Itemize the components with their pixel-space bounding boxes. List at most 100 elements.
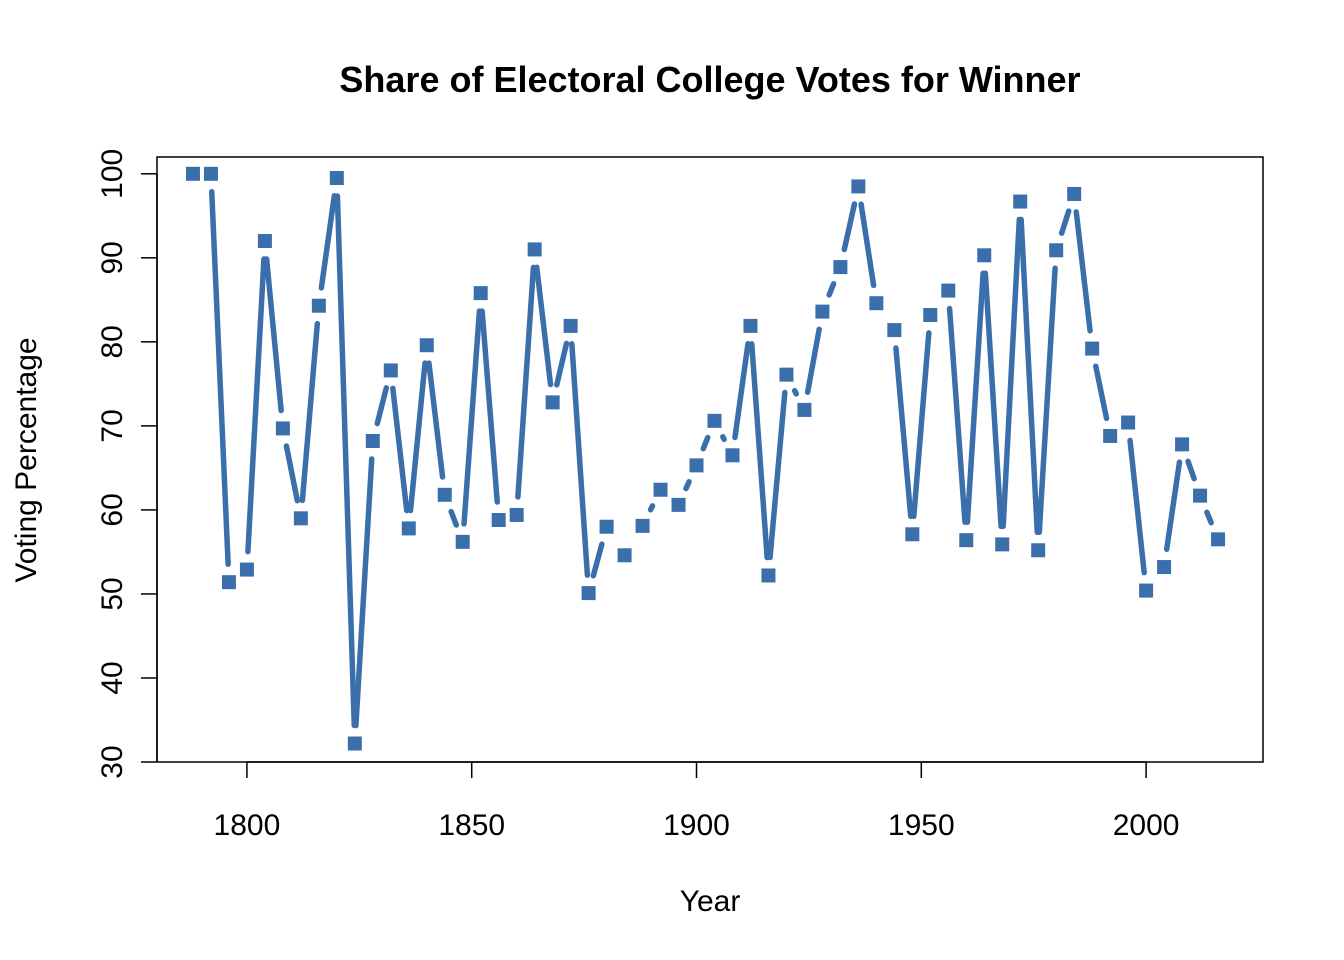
data-point <box>851 179 866 194</box>
data-point <box>671 497 686 512</box>
data-point <box>347 736 362 751</box>
series-line-segment <box>1185 458 1197 482</box>
data-point <box>635 518 650 533</box>
series-line-segment <box>700 434 711 452</box>
series-line-segment <box>964 270 986 525</box>
data-point <box>419 338 434 353</box>
y-tick-label: 70 <box>96 409 129 442</box>
series-line-segment <box>407 360 428 514</box>
series-line-segment <box>841 201 858 253</box>
chart-title: Share of Electoral College Votes for Win… <box>339 59 1080 100</box>
y-axis-label: Voting Percentage <box>10 337 43 582</box>
x-tick-label: 1800 <box>214 809 281 842</box>
series-line-segment <box>515 264 537 500</box>
data-point <box>221 575 236 590</box>
data-point <box>797 402 812 417</box>
y-tick-label: 80 <box>96 325 129 358</box>
series-line-segment <box>1058 208 1072 236</box>
series-line-segment <box>208 189 231 567</box>
x-tick-label: 1900 <box>663 809 730 842</box>
series-line-segment <box>732 340 751 441</box>
data-point <box>365 434 380 449</box>
series-line-segment <box>534 264 554 388</box>
data-point <box>779 367 794 382</box>
series-line-segment <box>590 541 605 579</box>
series-line-segment <box>946 305 968 525</box>
series-line-segment <box>318 193 338 291</box>
data-point <box>1013 194 1028 209</box>
data-point <box>509 507 524 522</box>
y-tick-label: 40 <box>96 661 129 694</box>
series-line-segment <box>749 341 770 561</box>
data-point <box>869 296 884 311</box>
y-tick-label: 60 <box>96 493 129 526</box>
series-line-segment <box>826 281 837 298</box>
y-tick-label: 30 <box>96 745 129 778</box>
series-line-segment <box>1163 459 1183 552</box>
series-line-segment <box>353 456 375 729</box>
data-point <box>905 527 920 542</box>
series-line-segment <box>569 341 591 578</box>
series-line-segment <box>858 201 877 289</box>
data-point <box>1103 428 1118 443</box>
series-line-segment <box>791 387 799 397</box>
data-point <box>887 323 902 338</box>
data-point <box>599 519 614 534</box>
data-point <box>689 458 704 473</box>
series-line-segment <box>448 508 460 528</box>
series-line-segment <box>263 256 284 414</box>
data-point <box>923 307 938 322</box>
series-line-segment <box>1018 216 1041 536</box>
plot-area-border <box>156 156 1264 763</box>
data-point <box>437 487 452 502</box>
data-point <box>725 448 740 463</box>
data-point <box>1157 560 1172 575</box>
data-point <box>1067 186 1082 201</box>
data-point <box>1139 583 1154 598</box>
y-axis: 30 40 50 60 70 80 90 100 <box>96 149 158 779</box>
series-line-segment <box>1093 363 1110 422</box>
series-line-segment <box>1204 509 1214 526</box>
series-line-segment <box>767 389 788 561</box>
series-line-segment <box>1127 437 1147 576</box>
data-point <box>959 533 974 548</box>
series-line-segment <box>299 320 321 504</box>
data-point <box>455 534 470 549</box>
data-point <box>185 166 200 181</box>
data-point <box>707 413 722 428</box>
data-point <box>977 248 992 263</box>
series-line-segment <box>245 256 267 555</box>
data-point <box>257 234 272 249</box>
series-line-segment <box>647 503 656 513</box>
x-tick-label: 2000 <box>1113 809 1180 842</box>
series-line-segment <box>374 385 390 427</box>
data-point <box>1193 488 1208 503</box>
data-point <box>761 568 776 583</box>
y-tick-label: 50 <box>96 577 129 610</box>
series-line-segment <box>804 326 822 395</box>
y-tick-label: 100 <box>96 149 129 199</box>
series-line-segment <box>334 193 357 729</box>
data-point <box>1049 243 1064 258</box>
data-point <box>545 395 560 410</box>
data-point <box>563 318 578 333</box>
series-line-segment <box>720 434 727 443</box>
x-tick-label: 1850 <box>438 809 505 842</box>
series-line-segment <box>1036 265 1058 536</box>
data-point <box>1175 437 1190 452</box>
data-point <box>1085 341 1100 356</box>
x-axis: 1800 1850 1900 1950 2000 <box>214 761 1180 842</box>
series-line-segment <box>554 340 570 388</box>
series-line-segment <box>479 308 501 505</box>
data-point <box>743 318 758 333</box>
data-point <box>383 363 398 378</box>
series-line-segment <box>461 308 483 527</box>
data-point <box>329 171 344 186</box>
data-point <box>275 421 290 436</box>
data-point <box>617 548 632 563</box>
data-point <box>473 286 488 301</box>
data-point <box>581 586 596 601</box>
series-line-segment <box>1000 216 1023 530</box>
data-point <box>491 513 506 527</box>
